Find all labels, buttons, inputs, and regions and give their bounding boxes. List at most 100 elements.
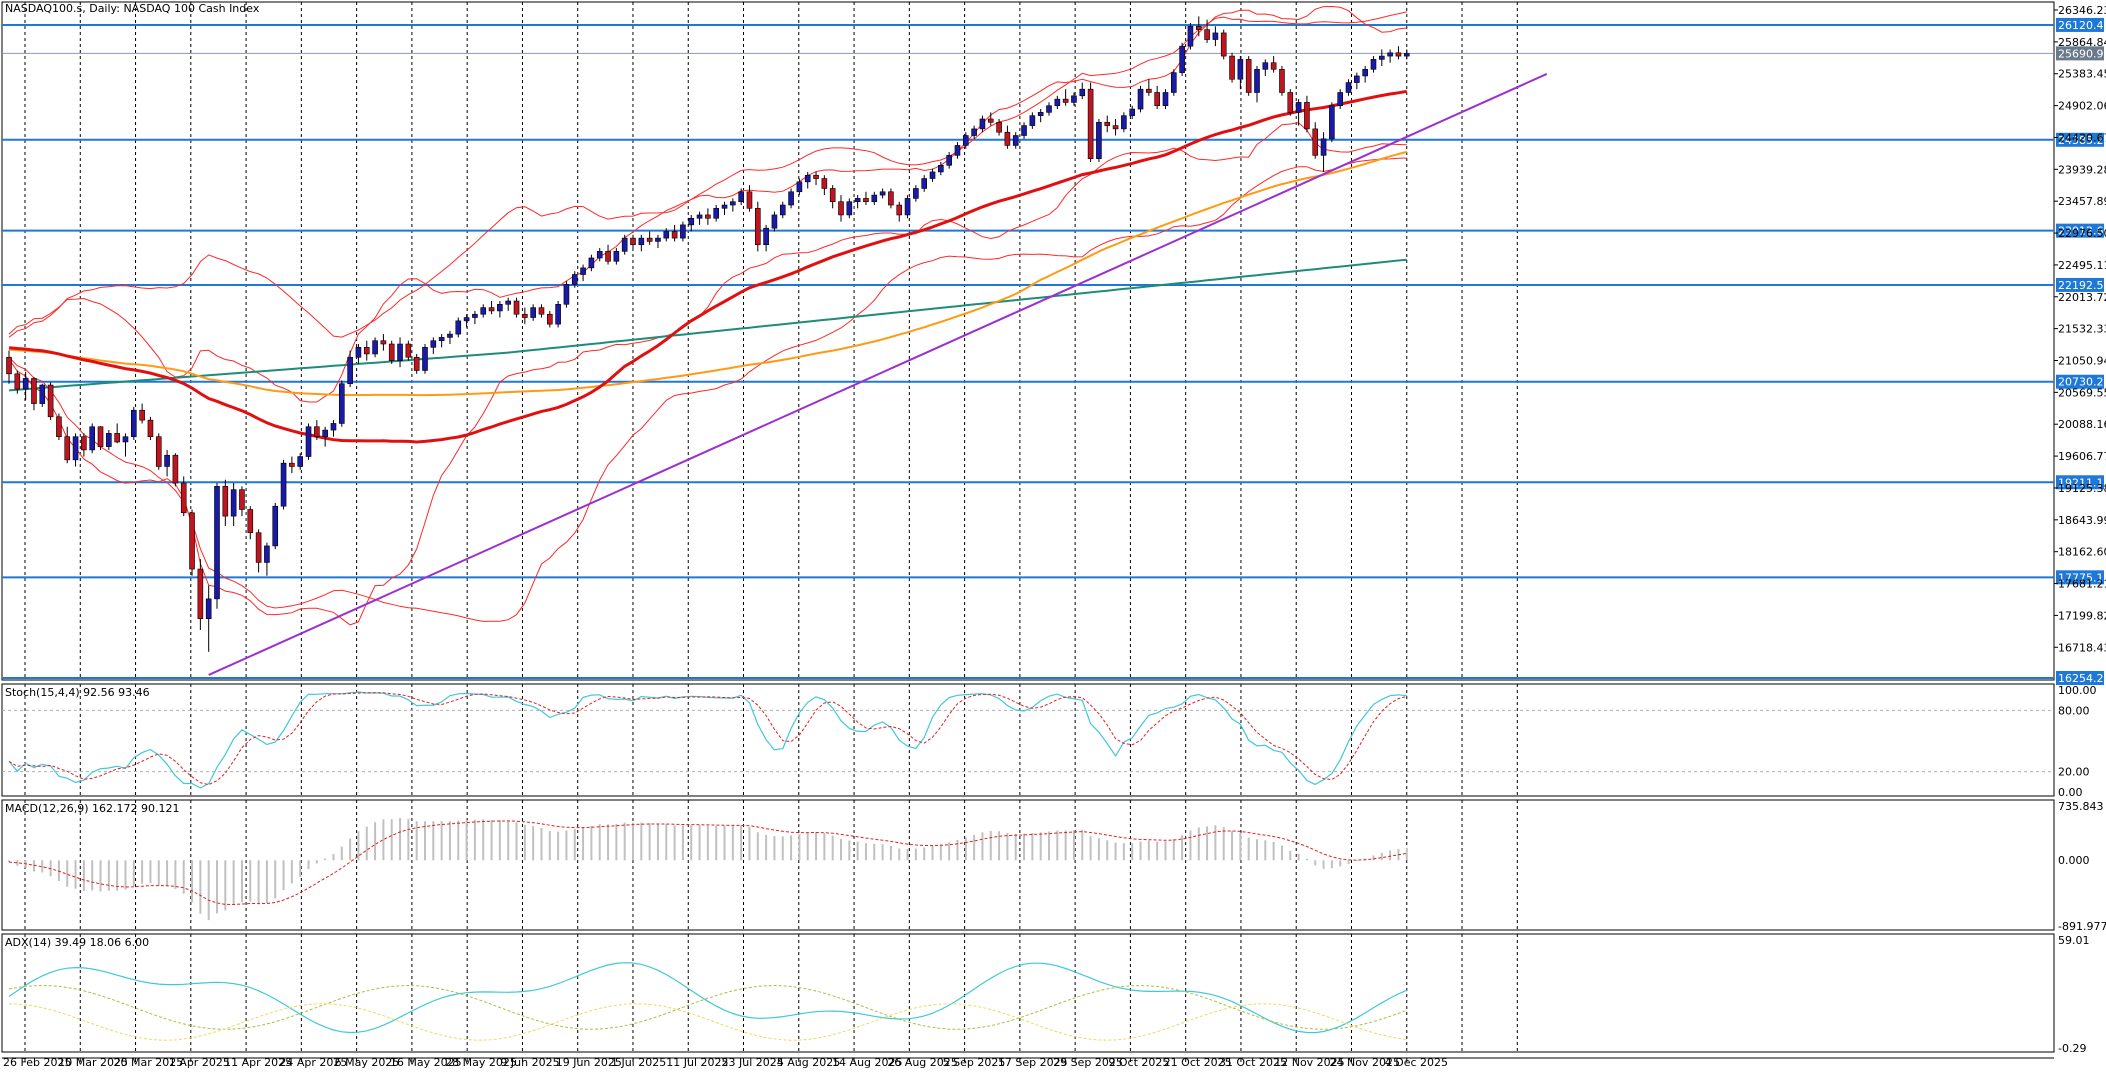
- y-tick-label: 20088.16: [2058, 418, 2106, 431]
- candle-body: [696, 214, 703, 219]
- candle-body: [89, 426, 95, 451]
- candle-body: [505, 300, 512, 305]
- candle-body: [621, 237, 628, 252]
- x-tick-label: 28 May 2025: [445, 1056, 517, 1069]
- candle-body: [205, 598, 212, 620]
- x-tick-label: 1 Apr 2025: [169, 1056, 230, 1069]
- candle-body: [455, 320, 462, 335]
- candle-body: [754, 208, 761, 246]
- x-tick-label: 14 Aug 2025: [832, 1056, 902, 1069]
- candle-body: [513, 300, 520, 315]
- candle-body: [738, 191, 744, 203]
- candle-body: [705, 214, 711, 219]
- candle-body: [1245, 59, 1252, 93]
- candle-body: [938, 165, 944, 173]
- candle-body: [230, 489, 237, 517]
- y-tick-label: 20569.55: [2058, 386, 2106, 399]
- x-tick-label: 19 Jun 2025: [556, 1056, 622, 1069]
- candle-body: [1229, 55, 1235, 80]
- candle-body: [846, 201, 853, 216]
- candle-body: [497, 304, 503, 312]
- y-tick-label: 21532.33: [2058, 323, 2106, 336]
- candle-body: [255, 532, 262, 563]
- candle-body: [646, 237, 653, 242]
- x-tick-label: 10 Mar 2025: [58, 1056, 128, 1069]
- candle-body: [1362, 69, 1368, 77]
- candle-body: [605, 251, 611, 262]
- candle-body: [522, 313, 528, 318]
- level-price-label: 16254.28: [2058, 672, 2106, 685]
- level-price-label: 19211.18: [2058, 476, 2106, 489]
- level-price-label: 23012.60: [2058, 225, 2106, 238]
- candle-body: [1071, 95, 1077, 103]
- current-price-tag: [2056, 46, 2104, 61]
- bollinger-lower: [8, 122, 1407, 626]
- stoch-main-line: [8, 691, 1407, 789]
- macd-title: MACD(12,26,9) 162.172 90.121: [5, 802, 180, 815]
- candle-body: [139, 409, 145, 421]
- x-tick-label: 1 Jul 2025: [611, 1056, 666, 1069]
- level-price-label: 20730.21: [2058, 376, 2106, 389]
- level-price-tag: [2056, 475, 2104, 490]
- x-tick-label: 9 Oct 2025: [1108, 1056, 1169, 1069]
- candle-body: [97, 426, 104, 447]
- candle-body: [796, 181, 803, 193]
- candle-body: [22, 378, 29, 390]
- candle-body: [979, 118, 986, 130]
- level-price-tag: [2056, 17, 2104, 32]
- candle-body: [946, 155, 952, 166]
- candle-body: [1270, 62, 1277, 70]
- candle-body: [1062, 98, 1069, 103]
- x-tick-label: 23 Jul 2025: [722, 1056, 784, 1069]
- candle-body: [904, 198, 911, 216]
- current-price-label: 25690.92: [2058, 47, 2106, 60]
- candle-body: [1345, 82, 1352, 93]
- candle-body: [1004, 131, 1011, 146]
- candle-body: [987, 118, 994, 123]
- candle-body: [1079, 88, 1086, 97]
- level-price-tag: [2056, 570, 2104, 585]
- candle-body: [921, 178, 928, 189]
- x-tick-label: 6 May 2025: [335, 1056, 400, 1069]
- candle-body: [680, 224, 686, 239]
- y-tick-label: 18162.60: [2058, 546, 2106, 559]
- candle-body: [1096, 121, 1102, 159]
- candle-body: [114, 433, 120, 443]
- candle-body: [813, 174, 819, 179]
- candle-body: [405, 343, 412, 358]
- candle-body: [380, 340, 387, 345]
- candle-body: [588, 257, 595, 269]
- candle-body: [131, 409, 137, 437]
- candle-body: [247, 509, 254, 533]
- candle-body: [1262, 62, 1269, 70]
- candle-body: [239, 489, 245, 510]
- candle-body: [788, 191, 794, 206]
- level-price-label: 22192.51: [2058, 279, 2106, 292]
- candle-body: [322, 429, 328, 437]
- candle-body: [771, 214, 778, 229]
- candle-body: [64, 436, 71, 461]
- y-tick-label: 22976.50: [2058, 227, 2106, 240]
- bollinger-outer-upper: [8, 11, 1407, 338]
- candle-body: [1129, 108, 1135, 116]
- candle-body: [888, 191, 894, 206]
- candle-body: [1329, 105, 1335, 140]
- candle-body: [1104, 121, 1111, 126]
- moving-average-mid: [8, 150, 1408, 397]
- candle-body: [6, 356, 12, 375]
- x-tick-label: 11 Jul 2025: [666, 1056, 728, 1069]
- candle-body: [388, 343, 395, 361]
- x-tick-label: 16 May 2025: [390, 1056, 462, 1069]
- candle-body: [996, 121, 1002, 133]
- candle-body: [264, 545, 270, 563]
- candle-body: [779, 204, 786, 216]
- x-tick-label: 12 Nov 2025: [1274, 1056, 1344, 1069]
- candle-body: [1279, 69, 1285, 93]
- candle-body: [413, 356, 420, 371]
- candle-body: [47, 384, 54, 418]
- macd-tick-label: 735.843: [2058, 800, 2104, 813]
- candle-body: [1370, 59, 1377, 70]
- y-tick-label: 21050.94: [2058, 355, 2106, 368]
